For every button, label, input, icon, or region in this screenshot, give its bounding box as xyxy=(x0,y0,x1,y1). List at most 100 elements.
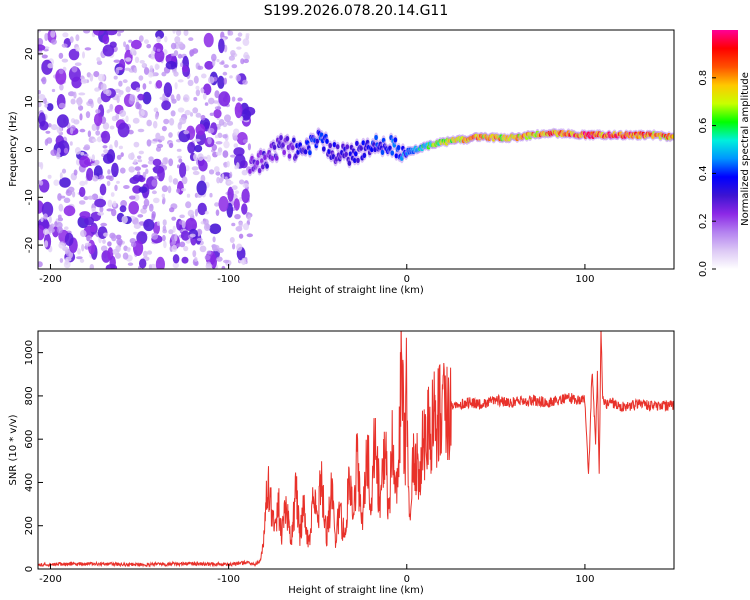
spectrogram-noise-cell xyxy=(80,78,88,84)
spectrogram-noise-cell xyxy=(231,96,236,102)
spectrogram-noise-cell xyxy=(115,113,120,121)
spectrogram-noise-cell xyxy=(177,155,183,159)
spectrogram-noise-cell xyxy=(83,30,91,34)
spectrogram-noise-cell xyxy=(83,196,89,201)
spectrogram-ridge-cell xyxy=(258,150,263,156)
spectrogram-noise-cell xyxy=(125,57,132,62)
spectrogram-noise-cell xyxy=(116,180,120,184)
spectrogram-noise-cell xyxy=(245,33,250,37)
spectrogram-noise-cell xyxy=(137,155,142,160)
spectrogram-noise-cell xyxy=(240,109,252,121)
spectrogram-noise-cell xyxy=(38,44,46,51)
spectrogram-noise-cell xyxy=(38,94,46,101)
spectrogram-noise-cell xyxy=(171,53,176,57)
spectrogram-noise-cell xyxy=(113,59,121,63)
spectrogram-ridge-cell xyxy=(671,134,674,139)
spectrogram-ridge-cell xyxy=(328,142,333,149)
spectrogram-noise-cell xyxy=(183,130,190,135)
spectrogram-noise-cell xyxy=(59,84,64,91)
spectrogram-noise-cell xyxy=(123,185,130,189)
spectrogram-noise-cell xyxy=(129,195,136,200)
spectrogram-noise-cell xyxy=(137,128,145,133)
spectrogram-noise-cell xyxy=(204,60,214,70)
colorbar-label: Normalized spectral amplitude xyxy=(740,72,750,226)
spectrogram-noise-cell xyxy=(48,215,52,224)
spectrogram-noise-cell xyxy=(149,65,154,71)
spectrogram-noise-cell xyxy=(176,30,182,36)
spectrogram-noise-cell xyxy=(224,114,231,123)
spectrogram-noise-cell xyxy=(234,102,243,119)
spectrogram-noise-cell xyxy=(209,112,215,117)
spectrogram-noise-cell xyxy=(181,65,189,73)
spectrogram-ridge-cell xyxy=(354,151,358,157)
spectrogram-noise-cell xyxy=(179,214,185,219)
spectrogram-noise-cell xyxy=(203,83,212,96)
spectrogram-noise-cell xyxy=(196,237,203,242)
spectrogram-noise-cell xyxy=(47,62,54,69)
spectrogram-noise-cell xyxy=(163,118,170,125)
spectrogram-noise-cell xyxy=(89,73,94,82)
spectrogram-noise-cell xyxy=(143,67,150,75)
spectrogram-noise-cell xyxy=(93,71,100,78)
spectrogram-noise-cell xyxy=(203,32,214,48)
spectrogram-noise-cell xyxy=(208,169,215,175)
spectrogram-noise-cell xyxy=(148,80,152,85)
spectrogram-noise-cell xyxy=(108,108,113,112)
spectrogram-noise-cell xyxy=(63,205,76,216)
spectrogram-noise-cell xyxy=(174,82,178,90)
spectrogram-noise-cell xyxy=(214,166,220,173)
spectrogram-noise-cell xyxy=(152,120,158,129)
spectrogram-ridge-cell xyxy=(362,152,367,158)
spectrogram-noise-cell xyxy=(58,52,64,59)
spectrogram-noise-cell xyxy=(136,171,141,176)
spectrogram-noise-cell xyxy=(79,258,85,263)
spectrogram-noise-cell xyxy=(187,209,195,217)
spectrogram-noise-cell xyxy=(41,54,48,59)
spectrogram-noise-cell xyxy=(170,242,175,246)
spectrogram-noise-cell xyxy=(118,80,123,87)
spectrogram-noise-cell xyxy=(193,153,198,161)
spectrogram-noise-cell xyxy=(239,115,244,122)
spectrogram-noise-cell xyxy=(168,175,173,183)
spectrogram-noise-cell xyxy=(74,62,82,66)
spectrogram-noise-cell xyxy=(103,232,109,237)
spectrogram-noise-cell xyxy=(93,113,103,127)
colorbar-tick-label: 0.6 xyxy=(698,118,709,134)
spectrogram-noise-cell xyxy=(153,107,159,113)
spectrogram-noise-cell xyxy=(125,86,131,93)
spectrogram-noise-cell xyxy=(112,248,120,255)
spectrogram-noise-cell xyxy=(233,128,240,135)
spectrogram-noise-cell xyxy=(165,60,177,70)
spectrogram-noise-cell xyxy=(233,198,240,211)
spectrogram-ridge-cell xyxy=(287,153,292,159)
spectrogram-noise-cell xyxy=(143,218,155,232)
spectrogram-x-tick-label: -100 xyxy=(217,274,240,285)
spectrogram-noise-cell xyxy=(242,139,248,144)
spectrogram-noise-cell xyxy=(146,139,152,147)
spectrogram-noise-cell xyxy=(44,103,48,108)
spectrogram-noise-cell xyxy=(50,223,55,229)
spectrogram-noise-cell xyxy=(234,190,240,194)
spectrogram-noise-cell xyxy=(153,197,160,204)
spectrogram-noise-cell xyxy=(156,143,164,148)
spectrogram-noise-cell xyxy=(216,106,222,110)
spectrogram-noise-cell xyxy=(230,50,236,56)
spectrogram-noise-cell xyxy=(71,76,82,89)
spectrogram-noise-cell xyxy=(151,232,159,240)
spectrogram-noise-cell xyxy=(154,112,159,120)
spectrogram-noise-cell xyxy=(110,192,115,197)
spectrogram-noise-cell xyxy=(84,242,92,247)
spectrogram-noise-cell xyxy=(112,200,117,208)
spectrogram-noise-cell xyxy=(142,83,147,90)
spectrogram-noise-cell xyxy=(80,151,85,156)
spectrogram-noise-cell xyxy=(169,207,175,213)
spectrogram-noise-cell xyxy=(203,223,211,232)
spectrogram-noise-cell xyxy=(151,213,156,221)
spectrogram-noise-cell xyxy=(73,169,78,176)
spectrogram-noise-cell xyxy=(116,95,120,104)
spectrogram-noise-cell xyxy=(149,203,154,212)
spectrogram-noise-cell xyxy=(192,107,199,114)
spectrogram-noise-cell xyxy=(142,171,147,178)
spectrogram-noise-cell xyxy=(181,176,188,185)
spectrogram-noise-cell xyxy=(38,112,46,127)
